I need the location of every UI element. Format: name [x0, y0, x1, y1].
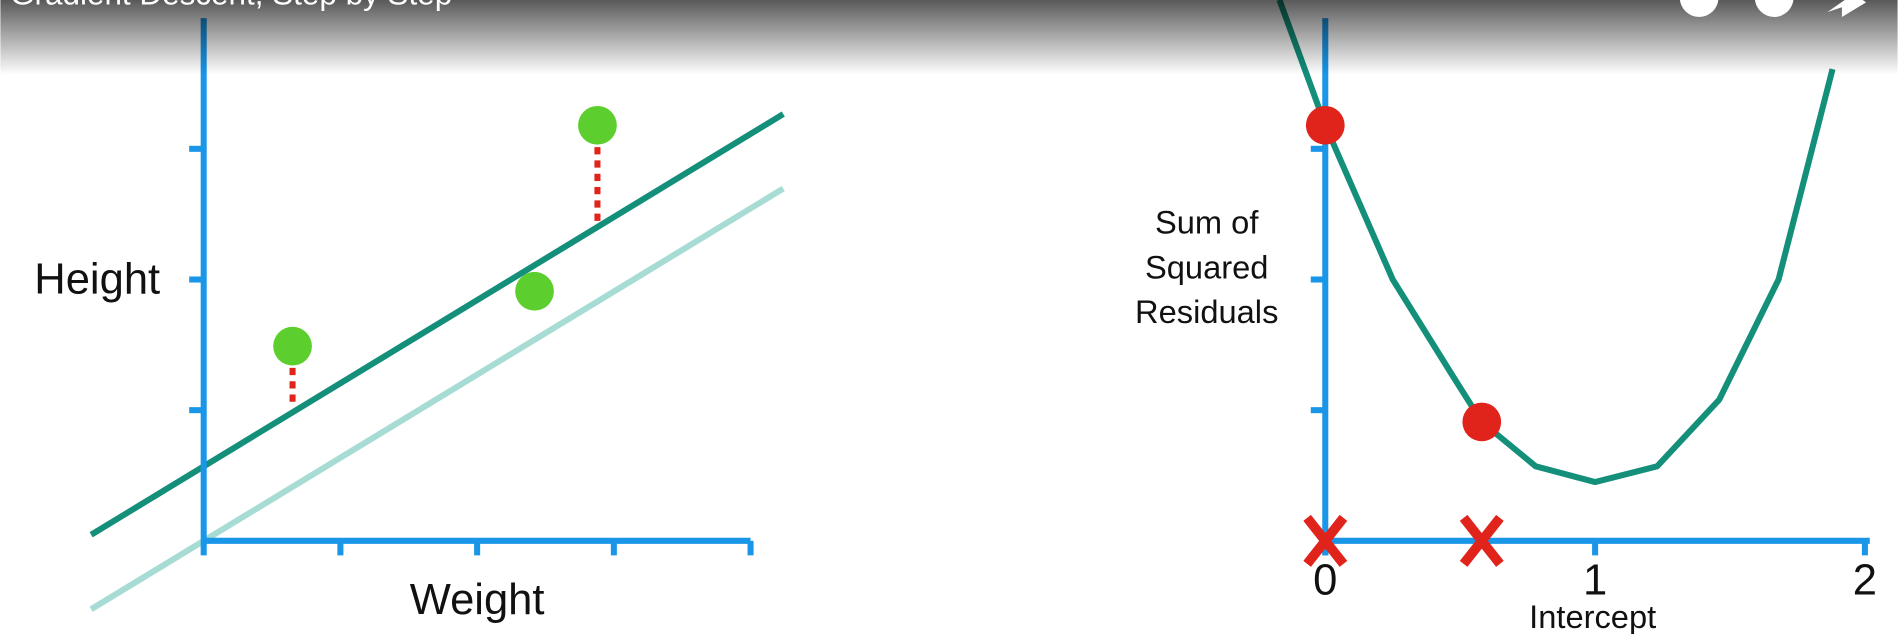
step-x-marker — [1303, 514, 1348, 567]
charts: Height Weight 0 1 2 Sum of Squared Residuals Int… — [34, 0, 1877, 634]
data-point — [578, 105, 617, 145]
video-title: Gradient Descent, Step by Step — [10, 0, 452, 12]
data-point — [273, 326, 312, 366]
share-icon[interactable] — [1827, 0, 1867, 17]
x-tick-label: 2 — [1853, 557, 1877, 605]
x-axis-label: Intercept — [1529, 598, 1656, 634]
y-axis-label: Height — [34, 255, 160, 303]
ssr-point — [1305, 105, 1345, 145]
y-axis-label: Squared — [1145, 248, 1268, 285]
top-overlay — [0, 0, 1898, 76]
info-icon[interactable] — [1754, 0, 1794, 17]
watch-later-icon[interactable] — [1679, 0, 1719, 17]
y-axis-label: Sum of — [1155, 204, 1259, 241]
data-point — [515, 271, 554, 311]
x-tick-label: 1 — [1583, 557, 1607, 605]
y-axis-label: Residuals — [1135, 293, 1278, 330]
ssr-point — [1462, 402, 1502, 442]
x-tick-label: 0 — [1313, 557, 1337, 605]
x-axis-label: Weight — [410, 576, 545, 624]
ssr-curve — [1276, 0, 1836, 486]
player-icons — [1679, 0, 1867, 17]
step-x-marker — [1459, 514, 1504, 567]
